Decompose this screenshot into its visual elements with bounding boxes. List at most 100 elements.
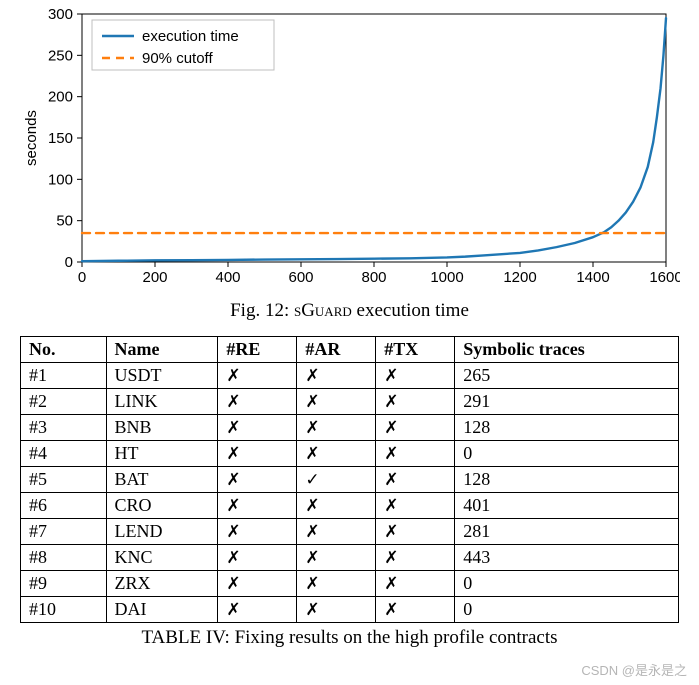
svg-text:50: 50 [56,213,73,230]
table-cell: ZRX [106,571,218,597]
table-cell: ✗ [376,597,455,623]
table-cell: ✗ [297,545,376,571]
table-cell: ✗ [218,545,297,571]
table-row: #1USDT✗✗✗265 [21,363,679,389]
table-row: #10DAI✗✗✗0 [21,597,679,623]
table-row: #3BNB✗✗✗128 [21,415,679,441]
table-cell: ✗ [218,467,297,493]
svg-text:600: 600 [288,269,313,286]
table-cell: #6 [21,493,107,519]
table-row: #6CRO✗✗✗401 [21,493,679,519]
table-row: #5BAT✗✓✗128 [21,467,679,493]
figure-caption-prefix: Fig. 12: [230,300,294,321]
table-cell: ✗ [376,415,455,441]
table-row: #9ZRX✗✗✗0 [21,571,679,597]
chart-svg: 0501001502002503000200400600800100012001… [20,4,680,294]
svg-text:250: 250 [47,47,72,64]
table-cell: ✗ [376,493,455,519]
table-cell: BAT [106,467,218,493]
table-header-row: No.Name#RE#AR#TXSymbolic traces [21,337,679,363]
table-cell: ✗ [297,519,376,545]
table-row: #2LINK✗✗✗291 [21,389,679,415]
table-caption: TABLE IV: Fixing results on the high pro… [10,627,689,649]
svg-text:90% cutoff: 90% cutoff [142,50,213,67]
table-cell: 291 [455,389,679,415]
svg-text:1600: 1600 [649,269,680,286]
table-cell: ✗ [218,415,297,441]
table-cell: #9 [21,571,107,597]
page-container: 0501001502002503000200400600800100012001… [0,0,699,673]
figure-caption-suffix: execution time [352,300,469,321]
table-cell: #10 [21,597,107,623]
table-cell: #2 [21,389,107,415]
table-cell: ✗ [218,519,297,545]
results-table: No.Name#RE#AR#TXSymbolic traces#1USDT✗✗✗… [20,336,679,623]
table-cell: #7 [21,519,107,545]
svg-text:0: 0 [64,254,72,271]
svg-text:1400: 1400 [576,269,609,286]
svg-text:200: 200 [47,89,72,106]
table-row: #8KNC✗✗✗443 [21,545,679,571]
svg-text:200: 200 [142,269,167,286]
table-cell: ✗ [218,363,297,389]
table-header-cell: #AR [297,337,376,363]
table-cell: ✗ [218,389,297,415]
figure-caption-smallcaps: sGuard [294,300,352,321]
table-cell: ✗ [297,493,376,519]
svg-text:300: 300 [47,6,72,23]
table-header-cell: #RE [218,337,297,363]
table-cell: #5 [21,467,107,493]
table-cell: HT [106,441,218,467]
table-cell: ✗ [218,493,297,519]
table-cell: 128 [455,415,679,441]
svg-text:execution time: execution time [142,28,239,45]
table-cell: ✗ [218,597,297,623]
table-cell: 0 [455,597,679,623]
table-cell: ✓ [297,467,376,493]
table-cell: 401 [455,493,679,519]
table-cell: ✗ [297,363,376,389]
table-cell: ✗ [376,519,455,545]
table-cell: #3 [21,415,107,441]
table-header-cell: #TX [376,337,455,363]
table-cell: ✗ [297,415,376,441]
table-cell: ✗ [376,363,455,389]
table-cell: 265 [455,363,679,389]
svg-text:150: 150 [47,130,72,147]
table-header-cell: No. [21,337,107,363]
table-cell: #8 [21,545,107,571]
svg-text:400: 400 [215,269,240,286]
svg-text:100: 100 [47,171,72,188]
table-row: #7LEND✗✗✗281 [21,519,679,545]
table-cell: ✗ [297,597,376,623]
table-cell: 128 [455,467,679,493]
table-cell: ✗ [297,571,376,597]
table-cell: 0 [455,571,679,597]
table-cell: 0 [455,441,679,467]
svg-text:0: 0 [77,269,85,286]
table-cell: 281 [455,519,679,545]
table-cell: ✗ [297,441,376,467]
table-cell: 443 [455,545,679,571]
table-cell: ✗ [376,389,455,415]
table-cell: ✗ [376,441,455,467]
table-cell: USDT [106,363,218,389]
table-cell: LINK [106,389,218,415]
table-cell: CRO [106,493,218,519]
figure-caption: Fig. 12: sGuard execution time [10,300,689,322]
execution-time-chart: 0501001502002503000200400600800100012001… [20,4,680,294]
table-cell: ✗ [376,467,455,493]
table-header-cell: Symbolic traces [455,337,679,363]
table-cell: ✗ [376,545,455,571]
table-cell: ✗ [297,389,376,415]
table-cell: DAI [106,597,218,623]
table-cell: #1 [21,363,107,389]
watermark-text: CSDN @是永是之 [581,660,687,679]
svg-text:1200: 1200 [503,269,536,286]
table-cell: ✗ [376,571,455,597]
table-cell: #4 [21,441,107,467]
svg-text:seconds: seconds [23,110,40,166]
table-cell: KNC [106,545,218,571]
table-cell: BNB [106,415,218,441]
table-cell: LEND [106,519,218,545]
